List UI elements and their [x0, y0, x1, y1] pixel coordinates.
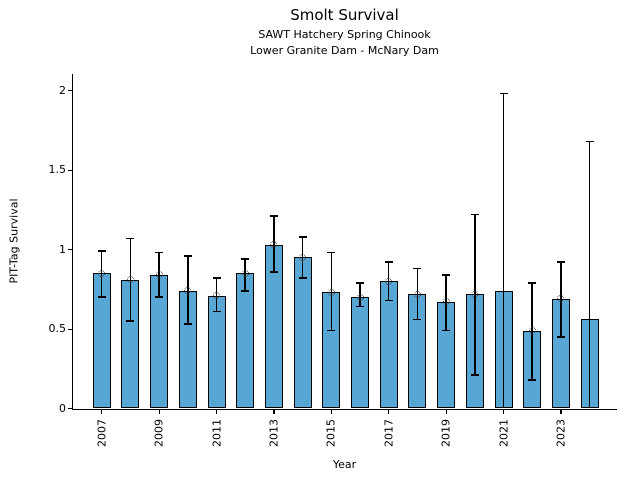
x-tick-label: 2017 — [382, 419, 396, 447]
error-bar-cap-bottom — [327, 329, 336, 332]
error-bar-cap-top — [356, 282, 364, 284]
x-axis-spine — [72, 408, 617, 410]
error-bar-cap-top — [384, 261, 393, 263]
error-bar-cap-top — [269, 215, 278, 217]
y-tick — [68, 328, 72, 330]
error-bar-cap-top — [183, 255, 192, 257]
error-bar-cap-top — [585, 140, 594, 143]
error-bar-cap-top — [442, 274, 451, 276]
point-marker — [356, 293, 364, 301]
bar — [293, 257, 312, 409]
x-tick-label: 2023 — [554, 419, 568, 447]
error-bar-line — [502, 93, 505, 409]
error-bar-cap-top — [241, 258, 250, 260]
x-tick — [560, 409, 562, 414]
error-bar-cap-top — [528, 282, 537, 284]
error-bar-cap-top — [413, 267, 422, 270]
x-tick — [330, 409, 332, 414]
y-tick — [68, 408, 72, 410]
point-marker — [98, 269, 106, 277]
y-tick — [68, 249, 72, 251]
y-tick-label: 0 — [59, 401, 66, 415]
bar — [236, 273, 255, 409]
y-tick — [68, 169, 72, 171]
point-marker — [327, 288, 335, 296]
x-tick — [158, 409, 160, 414]
bar — [351, 297, 369, 409]
error-bar-cap-bottom — [470, 374, 479, 376]
error-bar-cap-bottom — [413, 318, 422, 321]
error-bar-cap-bottom — [528, 379, 537, 381]
error-bar-cap-top — [212, 277, 221, 279]
point-marker — [299, 253, 307, 261]
point-marker — [241, 269, 249, 277]
error-bar-cap-top — [470, 213, 479, 216]
error-bar-cap-bottom — [384, 299, 393, 302]
error-bar-cap-top — [155, 251, 164, 254]
y-tick-label: 0.5 — [48, 322, 67, 335]
point-marker — [557, 295, 565, 303]
point-marker — [471, 290, 479, 298]
error-bar-cap-bottom — [183, 323, 192, 325]
error-bar-cap-bottom — [97, 296, 106, 298]
chart-subtitle-line2: Lower Granite Dam - McNary Dam — [250, 44, 439, 57]
error-bar-cap-bottom — [356, 305, 364, 308]
error-bar-cap-bottom — [269, 271, 278, 273]
x-tick — [445, 409, 447, 414]
x-tick-label: 2011 — [210, 419, 223, 447]
point-marker — [184, 287, 192, 295]
point-marker — [155, 271, 163, 279]
y-tick-label: 1 — [59, 242, 66, 256]
x-tick — [503, 409, 505, 414]
x-tick-label: 2021 — [497, 419, 510, 447]
error-bar-cap-bottom — [556, 336, 565, 338]
x-tick-label: 2019 — [439, 419, 453, 447]
x-tick-label: 2015 — [324, 419, 338, 447]
point-marker — [126, 276, 134, 284]
error-bar-cap-top — [298, 236, 307, 238]
point-marker — [270, 241, 278, 249]
x-tick-label: 2013 — [267, 419, 281, 447]
error-bar-cap-bottom — [298, 277, 307, 279]
error-bar-cap-top — [126, 237, 135, 240]
error-bar-cap-bottom — [212, 310, 221, 313]
error-bar-cap-bottom — [442, 329, 451, 332]
y-axis-spine — [72, 74, 74, 410]
y-tick-label: 1.5 — [48, 163, 67, 176]
error-bar-cap-top — [327, 251, 336, 254]
x-tick — [101, 409, 103, 414]
y-tick-label: 2 — [59, 83, 66, 97]
error-bar-cap-bottom — [241, 290, 250, 292]
x-tick-label: 2009 — [152, 419, 166, 447]
error-bar-line — [588, 141, 591, 409]
point-marker — [385, 277, 393, 285]
bar — [207, 295, 226, 409]
x-tick — [273, 409, 275, 414]
point-marker — [528, 327, 536, 335]
point-marker — [413, 290, 421, 298]
error-bar-cap-bottom — [126, 320, 135, 322]
x-axis-label: Year — [332, 458, 357, 471]
error-bar-cap-top — [97, 250, 106, 252]
error-bar-cap-top — [556, 261, 565, 263]
chart-subtitle-line1: SAWT Hatchery Spring Chinook — [258, 28, 431, 41]
error-bar-cap-top — [499, 92, 508, 95]
point-marker — [213, 292, 220, 300]
x-tick — [388, 409, 390, 414]
error-bar-cap-bottom — [155, 296, 164, 298]
x-tick-label: 2007 — [95, 419, 109, 447]
y-axis-label: PIT-Tag Survival — [7, 198, 21, 284]
chart-title: Smolt Survival — [290, 6, 399, 24]
y-tick — [68, 90, 72, 92]
point-marker — [442, 298, 450, 306]
x-tick — [216, 409, 218, 414]
